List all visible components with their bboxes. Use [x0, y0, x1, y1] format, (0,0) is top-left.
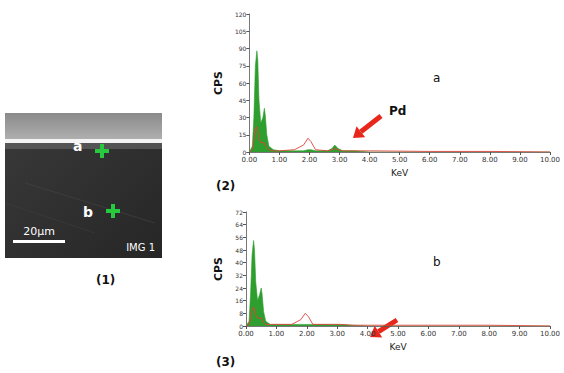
svg-text:60: 60: [239, 80, 247, 87]
svg-text:4.00: 4.00: [360, 330, 376, 338]
svg-text:10.00: 10.00: [540, 330, 560, 338]
svg-text:56: 56: [235, 234, 243, 241]
svg-text:6.00: 6.00: [421, 330, 437, 338]
svg-text:b: b: [433, 255, 441, 269]
svg-text:3.00: 3.00: [332, 156, 348, 164]
svg-text:16: 16: [235, 297, 243, 304]
svg-text:5.00: 5.00: [390, 330, 406, 338]
svg-text:1.00: 1.00: [272, 156, 288, 164]
svg-text:0: 0: [243, 149, 247, 156]
svg-text:90: 90: [239, 45, 247, 52]
svg-text:CPS: CPS: [212, 257, 225, 281]
svg-text:64: 64: [235, 221, 243, 228]
html-text:(3): (3): [216, 355, 236, 369]
svg-text:75: 75: [239, 62, 247, 69]
html-text:(1): (1): [96, 273, 116, 287]
svg-text:105: 105: [235, 28, 247, 35]
svg-text:3.00: 3.00: [329, 330, 345, 338]
svg-text:7.00: 7.00: [452, 156, 468, 164]
svg-text:24: 24: [235, 285, 243, 292]
svg-text:20µm: 20µm: [23, 225, 55, 238]
svg-text:KeV: KeV: [389, 342, 407, 352]
html-text:(2): (2): [216, 179, 236, 193]
svg-text:2.00: 2.00: [299, 330, 315, 338]
svg-text:30: 30: [239, 114, 247, 121]
svg-text:32: 32: [235, 272, 243, 279]
svg-text:45: 45: [239, 97, 247, 104]
svg-text:CPS: CPS: [212, 71, 225, 95]
svg-text:a: a: [73, 138, 82, 154]
svg-text:0: 0: [239, 323, 243, 330]
svg-text:15: 15: [239, 131, 247, 138]
svg-text:2.00: 2.00: [302, 156, 318, 164]
svg-text:8.00: 8.00: [481, 330, 497, 338]
svg-text:0.00: 0.00: [238, 330, 254, 338]
svg-text:6.00: 6.00: [422, 156, 438, 164]
svg-text:7.00: 7.00: [451, 330, 467, 338]
svg-text:Pd: Pd: [389, 104, 406, 118]
svg-text:5.00: 5.00: [392, 156, 408, 164]
svg-text:9.00: 9.00: [512, 156, 528, 164]
svg-text:4.00: 4.00: [362, 156, 378, 164]
svg-text:48: 48: [235, 247, 243, 254]
svg-text:8: 8: [239, 310, 243, 317]
svg-text:b: b: [83, 204, 93, 220]
svg-text:10.00: 10.00: [540, 156, 560, 164]
svg-text:1.00: 1.00: [269, 330, 285, 338]
svg-text:72: 72: [235, 209, 243, 216]
svg-text:KeV: KeV: [391, 168, 409, 178]
svg-text:120: 120: [235, 11, 247, 18]
svg-text:IMG 1: IMG 1: [126, 242, 155, 253]
svg-text:9.00: 9.00: [512, 330, 528, 338]
svg-text:8.00: 8.00: [482, 156, 498, 164]
svg-text:a: a: [433, 71, 440, 85]
svg-text:40: 40: [235, 259, 243, 266]
svg-text:0.00: 0.00: [242, 156, 258, 164]
